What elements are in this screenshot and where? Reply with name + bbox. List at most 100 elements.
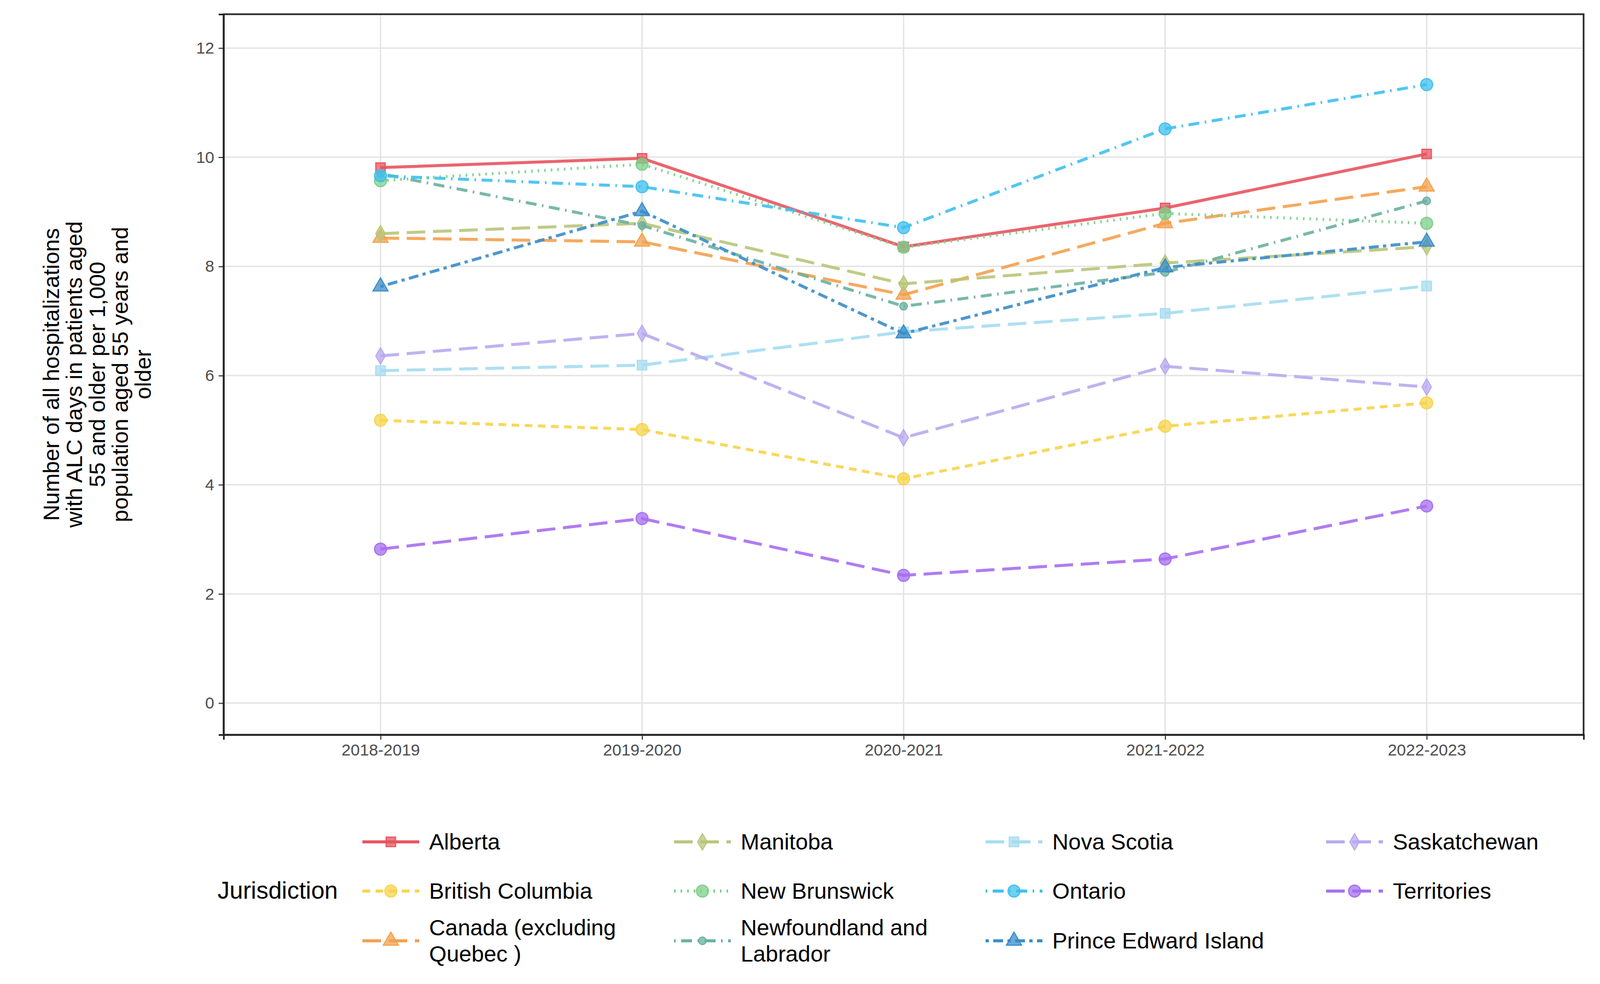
y-tick-label: 12 <box>196 38 215 57</box>
series-marker <box>375 365 385 375</box>
series-marker <box>895 324 912 338</box>
y-tick: 8 <box>204 256 224 275</box>
series-marker <box>636 423 649 436</box>
plot-frame <box>223 14 1584 735</box>
series-marker <box>374 170 387 183</box>
series-marker <box>1420 78 1433 91</box>
x-tick: 2020-2021 <box>864 734 943 759</box>
legend-marker <box>696 885 709 898</box>
y-tick-label: 0 <box>204 693 215 712</box>
y-tick: 4 <box>204 475 224 494</box>
series-marker <box>899 302 908 310</box>
series <box>374 396 1433 485</box>
series <box>375 214 1432 292</box>
y-axis: 0 2 4 6 8 10 12 <box>196 14 225 736</box>
series-marker <box>897 221 910 234</box>
legend-item: British Columbia <box>362 878 593 904</box>
legend-marker <box>1348 885 1361 898</box>
legend-marker <box>385 836 396 847</box>
series-line <box>380 211 1427 334</box>
series <box>374 158 1433 254</box>
legend-title: Jurisdiction <box>217 876 338 904</box>
series-marker <box>1158 207 1171 220</box>
legend-marker <box>697 833 707 851</box>
series-marker <box>1422 197 1431 205</box>
legend-label: Canada (excludingQuebec ) <box>429 915 617 967</box>
chart: 2018-2019 2019-2020 2020-2021 2021-2022 2022… <box>0 0 1600 984</box>
y-tick: 10 <box>196 148 224 167</box>
x-tick: 2018-2019 <box>341 734 420 759</box>
y-tick: 0 <box>204 693 224 712</box>
legend-marker <box>1349 833 1359 851</box>
series-line <box>380 164 1427 248</box>
series-marker <box>1420 217 1433 230</box>
legend: Jurisdiction Alberta British Columbia Canad… <box>217 829 1539 967</box>
legend-label: Ontario <box>1052 878 1126 904</box>
y-tick: 2 <box>204 584 224 603</box>
series-line <box>380 506 1427 576</box>
legend-label: Territories <box>1392 878 1492 904</box>
series-line <box>380 402 1427 479</box>
legend-marker <box>383 932 399 946</box>
series-marker <box>1420 500 1433 513</box>
series-layer <box>372 78 1434 582</box>
series-marker <box>1421 378 1432 396</box>
series-marker <box>1160 358 1170 375</box>
series-marker <box>634 202 650 216</box>
series <box>375 281 1432 376</box>
series-marker <box>1421 281 1432 291</box>
series-marker <box>636 512 649 525</box>
legend-item: Nova Scotia <box>985 829 1174 855</box>
series-marker <box>637 214 647 232</box>
series-marker <box>1420 396 1433 409</box>
series-marker <box>637 325 647 342</box>
grid <box>223 14 1584 735</box>
series-marker <box>634 232 650 246</box>
series-marker <box>1157 258 1174 272</box>
series-marker <box>897 472 910 485</box>
series-marker <box>897 569 910 582</box>
series-marker <box>1158 122 1171 136</box>
legend-item: Prince Edward Island <box>985 928 1264 954</box>
series-line <box>380 84 1427 228</box>
y-tick-label: 2 <box>204 584 215 603</box>
series <box>375 325 1432 447</box>
series-marker <box>898 275 908 292</box>
legend-item: Saskatchewan <box>1326 829 1539 855</box>
legend-label: Manitoba <box>740 829 834 855</box>
x-tick: 2019-2020 <box>602 734 682 759</box>
legend-marker <box>1006 932 1022 946</box>
series-marker <box>374 543 387 556</box>
legend-label: New Brunswick <box>740 878 895 904</box>
legend-marker <box>1009 836 1019 847</box>
series-marker <box>1160 308 1170 319</box>
y-tick: 6 <box>204 366 224 385</box>
x-tick-label: 2022-2023 <box>1387 740 1467 759</box>
series-marker <box>374 414 387 427</box>
y-tick-label: 6 <box>204 366 215 385</box>
series-marker <box>1419 178 1435 192</box>
legend-marker <box>384 885 397 898</box>
series <box>376 170 1431 310</box>
series-marker <box>1158 552 1171 565</box>
grid-line <box>903 14 905 735</box>
series-marker <box>372 277 389 291</box>
x-tick: 2022-2023 <box>1387 734 1467 759</box>
legend-item: Canada (excludingQuebec ) <box>362 915 617 967</box>
plot-area: 2018-2019 2019-2020 2020-2021 2021-2022 2022… <box>196 14 1585 759</box>
x-tick-label: 2021-2022 <box>1126 740 1205 759</box>
series-line <box>380 154 1427 248</box>
legend-label: Nova Scotia <box>1052 829 1174 855</box>
grid-line <box>641 14 643 735</box>
legend-item: Manitoba <box>674 829 834 855</box>
series-marker <box>1419 232 1435 246</box>
x-tick-label: 2020-2021 <box>864 740 943 759</box>
legend-label: Newfoundland andLabrador <box>740 915 928 967</box>
series-marker <box>636 158 649 171</box>
series-marker <box>898 429 908 447</box>
legend-item: Alberta <box>362 829 501 855</box>
series-marker <box>897 241 910 254</box>
series-marker <box>1421 149 1432 159</box>
series-marker <box>1158 420 1171 433</box>
y-axis-title: Number of all hospitalizationswith ALC d… <box>38 221 156 529</box>
